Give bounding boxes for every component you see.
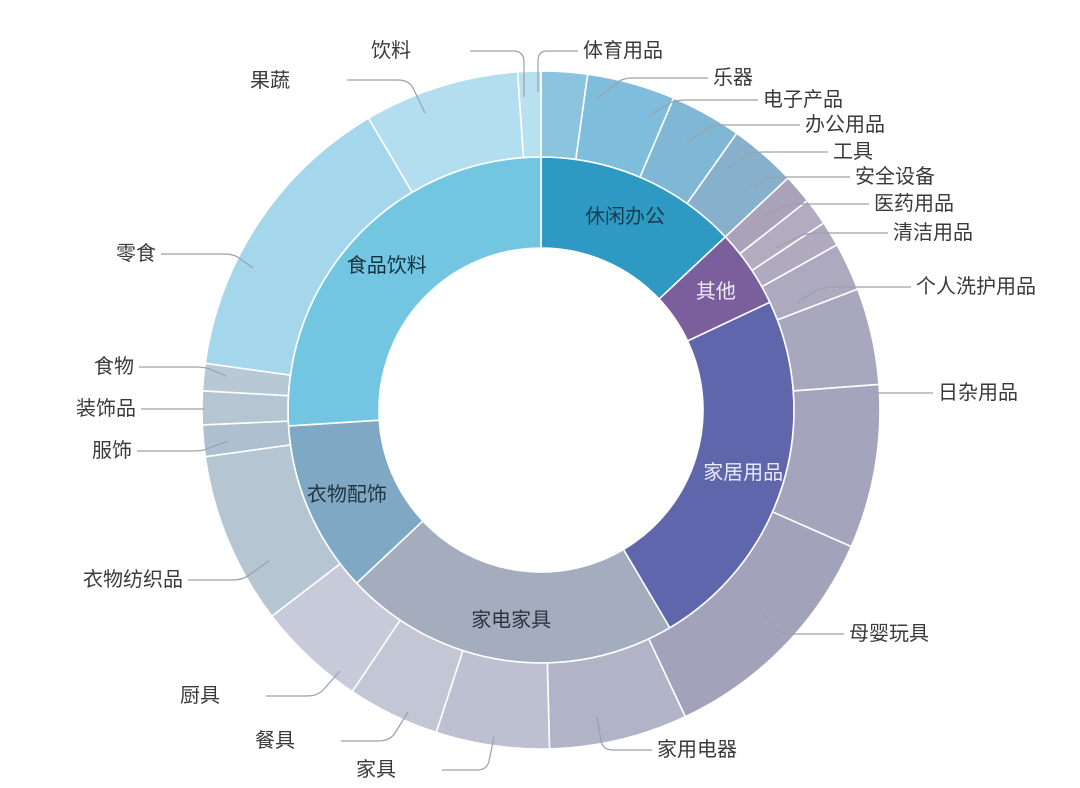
leader-line [266, 670, 341, 697]
leader-line [161, 253, 254, 269]
leader-line [686, 124, 800, 143]
outer-slice-label: 食物 [94, 355, 134, 378]
outer-slice-label: 母婴玩具 [849, 623, 929, 645]
leader-line [442, 736, 495, 771]
outer-slice-label: 工具 [833, 141, 873, 163]
leader-line [537, 50, 578, 92]
outer-slice-label: 服饰 [92, 439, 132, 462]
outer-slice-label: 果蔬 [250, 69, 290, 92]
leader-line [341, 711, 409, 742]
leader-line [137, 440, 229, 452]
outer-slice-label: 厨具 [180, 685, 220, 707]
outer-slice-label: 装饰品 [76, 397, 136, 420]
inner-slice-label: 家居用品 [703, 461, 783, 484]
leader-line [139, 366, 227, 377]
outer-slice-label: 乐器 [713, 66, 753, 89]
ring-outer [201, 70, 881, 750]
leader-line [347, 79, 426, 114]
inner-slice-label: 家电家具 [471, 608, 551, 631]
leader-line [596, 716, 652, 751]
leader-line [744, 176, 850, 192]
outer-slice-label: 电子产品 [763, 88, 843, 111]
outer-slice-label: 医药用品 [874, 192, 954, 215]
outer-slice-label: 饮料 [371, 39, 411, 62]
outer-slice-label: 安全设备 [855, 165, 935, 188]
leader-line [728, 151, 828, 169]
leader-line [648, 99, 758, 117]
leader-line [796, 286, 911, 303]
outer-slice-label: 衣物纺织品 [83, 568, 183, 591]
leader-line [759, 203, 869, 218]
outer-slice-label: 家用电器 [657, 738, 737, 761]
outer-slice-label: 办公用品 [805, 113, 885, 136]
inner-slice-label: 食品饮料 [347, 254, 427, 277]
outer-slice-label: 餐具 [255, 729, 295, 752]
outer-slice-label: 家具 [356, 758, 396, 781]
outer-slice-label: 清洁用品 [893, 221, 973, 244]
outer-slice-label: 零食 [116, 242, 156, 265]
leader-line [775, 232, 888, 249]
leader-line [470, 50, 525, 97]
outer-slice-label: 日杂用品 [938, 381, 1018, 404]
inner-slice-label: 休闲办公 [585, 205, 665, 228]
outer-slice-label: 个人洗护用品 [916, 275, 1036, 298]
outer-slice-label: 体育用品 [583, 39, 663, 62]
sunburst-slice-outer[interactable] [201, 390, 290, 426]
leader-line [761, 611, 844, 635]
leader-line [595, 77, 708, 100]
inner-slice-label: 其他 [696, 280, 736, 303]
inner-slice-label: 衣物配饰 [307, 483, 387, 506]
leader-line [188, 560, 270, 581]
